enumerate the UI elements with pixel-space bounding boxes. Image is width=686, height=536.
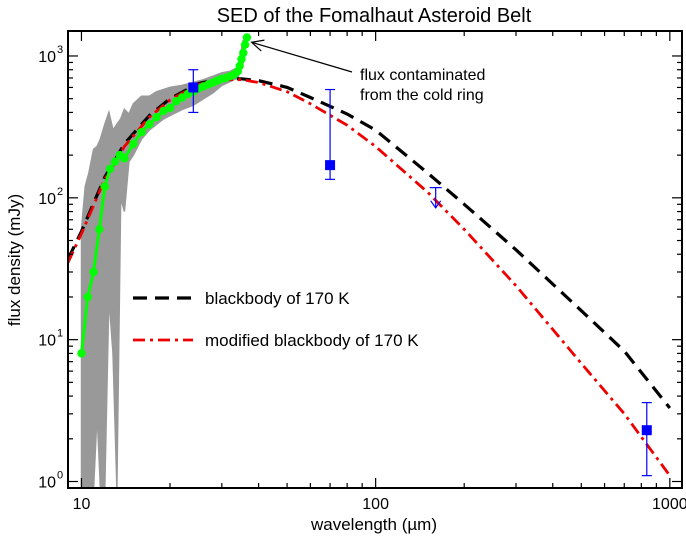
- photometry-point: [188, 82, 199, 93]
- annotation-arrow-line: [251, 41, 353, 73]
- spectrum-point: [159, 106, 168, 116]
- annotation-arrow-head: [250, 39, 265, 52]
- spectrum-point: [110, 157, 120, 166]
- annotation-text: flux contaminated: [360, 67, 485, 84]
- spectrum-point: [242, 33, 252, 42]
- spectrum-point: [235, 61, 244, 71]
- y-tick-exponent: 0: [57, 470, 63, 482]
- spectrum-point: [165, 103, 175, 113]
- spectrum-point: [105, 164, 115, 174]
- y-tick-exponent: 3: [57, 44, 63, 56]
- y-axis-title: flux density (mJy): [5, 194, 24, 326]
- spectrum-point: [240, 40, 250, 49]
- x-axis-title: wavelength (µm): [310, 515, 437, 534]
- plot-area: [68, 33, 672, 488]
- y-tick-label: 10: [38, 333, 56, 350]
- plot-frame: [67, 30, 683, 489]
- chart-title: SED of the Fomalhaut Asteroid Belt: [217, 5, 532, 27]
- legend-modified-label: modified blackbody of 170 K: [205, 331, 419, 350]
- spectrum-point: [77, 349, 86, 358]
- x-tick-label: 100: [362, 496, 389, 513]
- blackbody-curve: [68, 77, 672, 409]
- x-tick-label: 1000: [652, 496, 686, 513]
- spectrum-point: [239, 48, 248, 58]
- legend: blackbody of 170 K modified blackbody of …: [133, 289, 419, 350]
- y-tick-label: 10: [38, 49, 56, 66]
- spectrum-point: [120, 154, 129, 163]
- spectrum-point: [89, 267, 98, 277]
- legend-blackbody-label: blackbody of 170 K: [205, 289, 350, 308]
- spectrum-point: [145, 120, 154, 129]
- plot-clipped: [68, 33, 672, 488]
- y-tick-exponent: 1: [57, 328, 63, 340]
- y-tick-label: 10: [38, 191, 56, 208]
- spectrum-point: [100, 182, 110, 191]
- spectrum-point: [83, 292, 92, 302]
- modified-blackbody-curve: [68, 78, 671, 477]
- photometry-point: [325, 160, 336, 171]
- spectrum-point: [152, 113, 161, 122]
- x-tick-label: 10: [73, 496, 91, 513]
- y-tick-label: 10: [38, 475, 56, 492]
- photometry-point: [641, 425, 652, 436]
- annotation-text: from the cold ring: [360, 87, 484, 104]
- spectrum-point: [95, 225, 104, 234]
- spectrum-point: [129, 139, 138, 149]
- upper-limit-arrow: [430, 200, 442, 209]
- spectrum-point: [137, 128, 146, 137]
- y-tick-exponent: 2: [57, 186, 63, 198]
- annotation: flux contaminated from the cold ring: [250, 39, 485, 104]
